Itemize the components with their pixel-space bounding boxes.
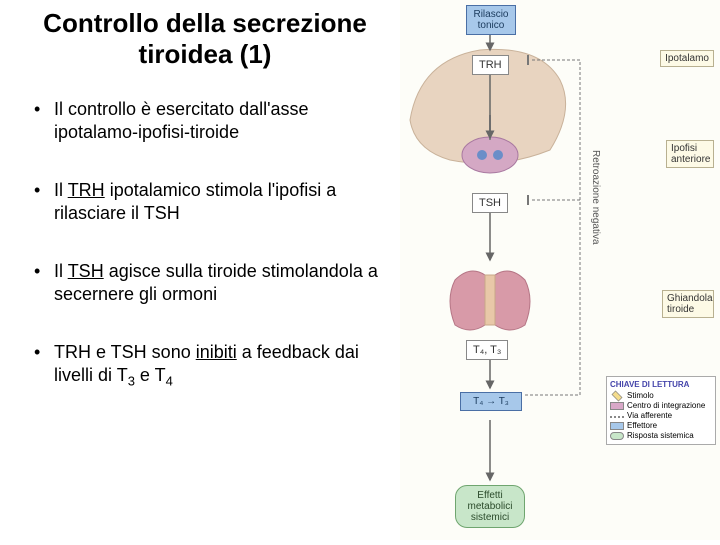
legend-shape-icon — [610, 402, 624, 410]
legend-row: Effettore — [610, 421, 712, 430]
bullet-3: Il TSH agisce sulla tiroide stimolandola… — [34, 260, 390, 305]
t4-to-t3-box: T₄ → T₃ — [460, 392, 522, 411]
legend-label: Risposta sistemica — [627, 431, 694, 440]
bullet-4: TRH e TSH sono inibiti a feedback dai li… — [34, 341, 390, 389]
text-panel: Controllo della secrezione tiroidea (1) … — [0, 0, 400, 540]
rilascio-tonico-box: Rilascio tonico — [466, 5, 516, 35]
bullet-list: Il controllo è esercitato dall'asse ipot… — [20, 98, 390, 389]
legend-shape-icon — [612, 390, 623, 401]
trh-box: TRH — [472, 55, 509, 75]
legend-row: Risposta sistemica — [610, 431, 712, 440]
label-ghiandola: Ghiandola tiroide — [662, 290, 714, 318]
legend-shape-icon — [610, 422, 624, 430]
legend-shape-icon — [610, 416, 624, 418]
legend-box: CHIAVE DI LETTURA StimoloCentro di integ… — [606, 376, 716, 445]
legend-label: Via afferente — [627, 411, 672, 420]
legend-label: Stimolo — [627, 391, 654, 400]
legend-row: Via afferente — [610, 411, 712, 420]
bullet-1: Il controllo è esercitato dall'asse ipot… — [34, 98, 390, 143]
legend-row: Stimolo — [610, 391, 712, 400]
diagram-panel: Rilascio tonico TRH TSH T₄, T₃ T₄ → T₃ E… — [400, 0, 720, 540]
legend-label: Centro di integrazione — [627, 401, 705, 410]
label-ipotalamo: Ipotalamo — [660, 50, 714, 67]
legend-row: Centro di integrazione — [610, 401, 712, 410]
effect-box: Effetti metabolici sistemici — [455, 485, 525, 528]
bullet-2: Il TRH ipotalamico stimola l'ipofisi a r… — [34, 179, 390, 224]
legend-label: Effettore — [627, 421, 657, 430]
legend-shape-icon — [610, 432, 624, 440]
label-ipofisi: Ipofisi anteriore — [666, 140, 714, 168]
tsh-box: TSH — [472, 193, 508, 213]
legend-items: StimoloCentro di integrazioneVia afferen… — [610, 391, 712, 440]
slide-title: Controllo della secrezione tiroidea (1) — [20, 8, 390, 70]
legend-title: CHIAVE DI LETTURA — [610, 380, 712, 389]
feedback-label: Retroazione negativa — [590, 150, 601, 245]
diagram-svg — [400, 0, 720, 540]
t4t3-box: T₄, T₃ — [466, 340, 508, 360]
